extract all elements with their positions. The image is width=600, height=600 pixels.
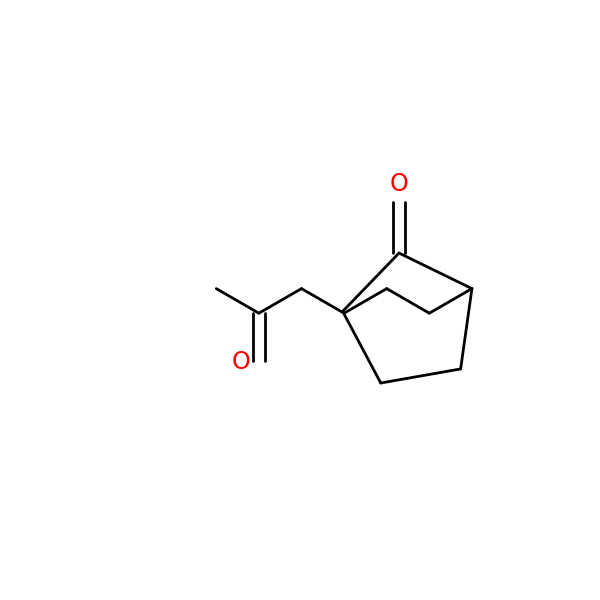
Text: O: O: [389, 172, 409, 196]
Text: O: O: [232, 350, 250, 374]
